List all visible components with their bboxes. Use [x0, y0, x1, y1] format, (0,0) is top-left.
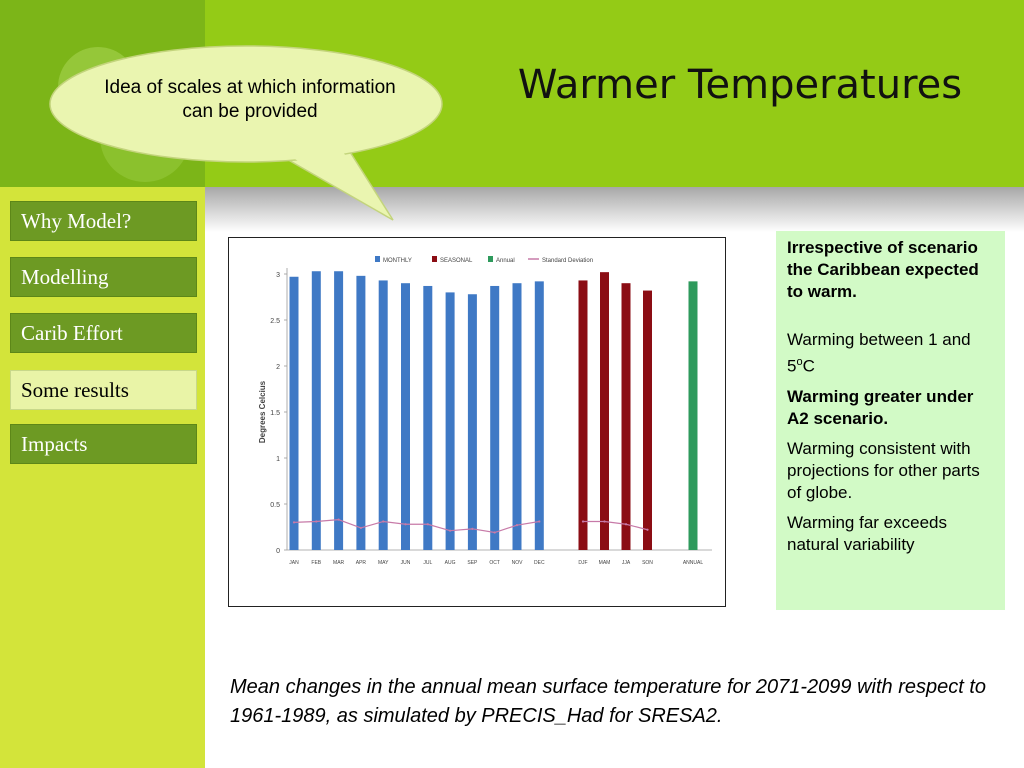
- warming-range-text: Warming between 1 and 5: [787, 330, 971, 376]
- std-dev-point: [603, 520, 606, 523]
- bar: [289, 276, 299, 550]
- header-gradient: [205, 187, 1024, 232]
- bar: [688, 281, 698, 550]
- legend-label: Annual: [496, 258, 515, 264]
- bar: [621, 283, 631, 550]
- std-dev-line: [583, 520, 648, 531]
- std-dev-point: [426, 523, 429, 526]
- bar: [534, 281, 544, 550]
- x-tick-label: SEP: [467, 560, 478, 566]
- bar: [643, 290, 652, 550]
- legend-label: MONTHLY: [383, 258, 412, 264]
- x-tick-labels: JAN FEB MAR APR MAY JUN JUL AUG SEP OCT NOV DEC DJF M…: [289, 560, 703, 566]
- x-tick-label: MAR: [333, 560, 345, 566]
- y-tick-label: 2: [276, 364, 280, 371]
- legend-swatch: [375, 256, 380, 262]
- y-tick-label: 0: [276, 548, 280, 555]
- y-axis-label: Degrees Celcius: [258, 380, 267, 443]
- std-dev-point: [359, 526, 362, 530]
- y-tick-label: 0.5: [270, 502, 280, 509]
- slide-title: Warmer Temperatures: [517, 62, 963, 108]
- std-dev-lines: [292, 518, 649, 534]
- x-tick-label: MAY: [378, 560, 389, 566]
- bar: [401, 283, 410, 550]
- x-tick-label: FEB: [311, 560, 321, 566]
- bar: [311, 271, 321, 550]
- std-dev-point: [624, 523, 628, 526]
- x-tick-label: DJF: [578, 560, 587, 566]
- finding-exceeds-variability: Warming far exceeds natural variability: [787, 512, 947, 554]
- y-tick-label: 2.5: [270, 318, 280, 325]
- temperature-bar-chart: Degrees Celcius MONTHLY SEASONAL Annual Sta…: [258, 256, 712, 566]
- bar: [600, 272, 609, 550]
- warming-range-unit: C: [802, 356, 815, 376]
- std-dev-point: [292, 521, 296, 524]
- x-tick-label: JJA: [622, 560, 631, 566]
- x-tick-label: JUN: [401, 560, 411, 566]
- x-tick-label: AUG: [445, 560, 456, 566]
- chart-frame: Degrees Celcius MONTHLY SEASONAL Annual Sta…: [228, 237, 726, 607]
- callout-text: Idea of scales at which information can …: [104, 77, 396, 122]
- bar: [578, 280, 588, 550]
- x-tick-label: MAM: [599, 560, 611, 566]
- bar: [423, 285, 433, 550]
- nav-item-impacts[interactable]: Impacts: [10, 424, 197, 464]
- std-dev-point: [382, 520, 385, 523]
- x-tick-label: JAN: [289, 560, 299, 566]
- std-dev-point: [315, 520, 318, 523]
- speech-bubble: [49, 45, 443, 221]
- figure-caption: Mean changes in the annual mean surface …: [230, 676, 987, 727]
- legend-swatch: [432, 256, 437, 262]
- key-findings-box: Irrespective of scenario the Caribbean e…: [776, 231, 1005, 610]
- y-tick-label: 3: [276, 272, 280, 279]
- std-dev-point: [493, 531, 496, 534]
- std-dev-point: [581, 520, 585, 523]
- x-tick-label: OCT: [489, 560, 500, 566]
- bar: [490, 285, 500, 550]
- x-tick-label: JUL: [423, 560, 432, 566]
- finding-consistent-globe: Warming consistent with projections for …: [787, 438, 980, 502]
- x-tick-label: SON: [642, 560, 653, 566]
- nav-item-some-results[interactable]: Some results: [10, 370, 197, 410]
- bar: [334, 271, 344, 550]
- finding-a2-greater: Warming greater under A2 scenario.: [787, 386, 974, 428]
- legend-label: Standard Deviation: [542, 258, 593, 264]
- bar: [512, 283, 522, 550]
- nav-item-modelling[interactable]: Modelling: [10, 257, 197, 297]
- std-dev-point: [471, 527, 474, 530]
- chart-bars: [289, 271, 698, 550]
- std-dev-point: [404, 523, 407, 526]
- y-tick-label: 1: [276, 456, 280, 463]
- std-dev-line: [293, 519, 540, 534]
- bar: [467, 294, 477, 550]
- bar: [445, 292, 455, 550]
- finding-caribbean-warm: Irrespective of scenario the Caribbean e…: [787, 238, 979, 301]
- nav-item-carib-effort[interactable]: Carib Effort: [10, 313, 197, 353]
- bar: [378, 280, 388, 550]
- std-dev-point: [337, 518, 340, 521]
- bar: [356, 275, 366, 550]
- x-tick-label: APR: [356, 560, 367, 566]
- x-tick-label: DEC: [534, 560, 545, 566]
- x-tick-label: NOV: [512, 560, 524, 566]
- std-dev-point: [515, 524, 519, 527]
- legend-swatch: [488, 256, 493, 262]
- nav-item-why-model[interactable]: Why Model?: [10, 201, 197, 241]
- std-dev-point: [538, 520, 541, 523]
- std-dev-point: [646, 528, 649, 531]
- finding-warming-range: Warming between 1 and 5oC: [787, 329, 995, 378]
- y-axis-label-group: Degrees Celcius: [258, 380, 267, 443]
- legend-label: SEASONAL: [440, 258, 473, 264]
- chart-legend: MONTHLY SEASONAL Annual Standard Deviation: [375, 256, 593, 264]
- std-dev-point: [449, 529, 452, 532]
- y-tick-label: 1.5: [270, 410, 280, 417]
- degree-superscript: o: [796, 356, 803, 368]
- x-tick-label: ANNUAL: [683, 560, 704, 566]
